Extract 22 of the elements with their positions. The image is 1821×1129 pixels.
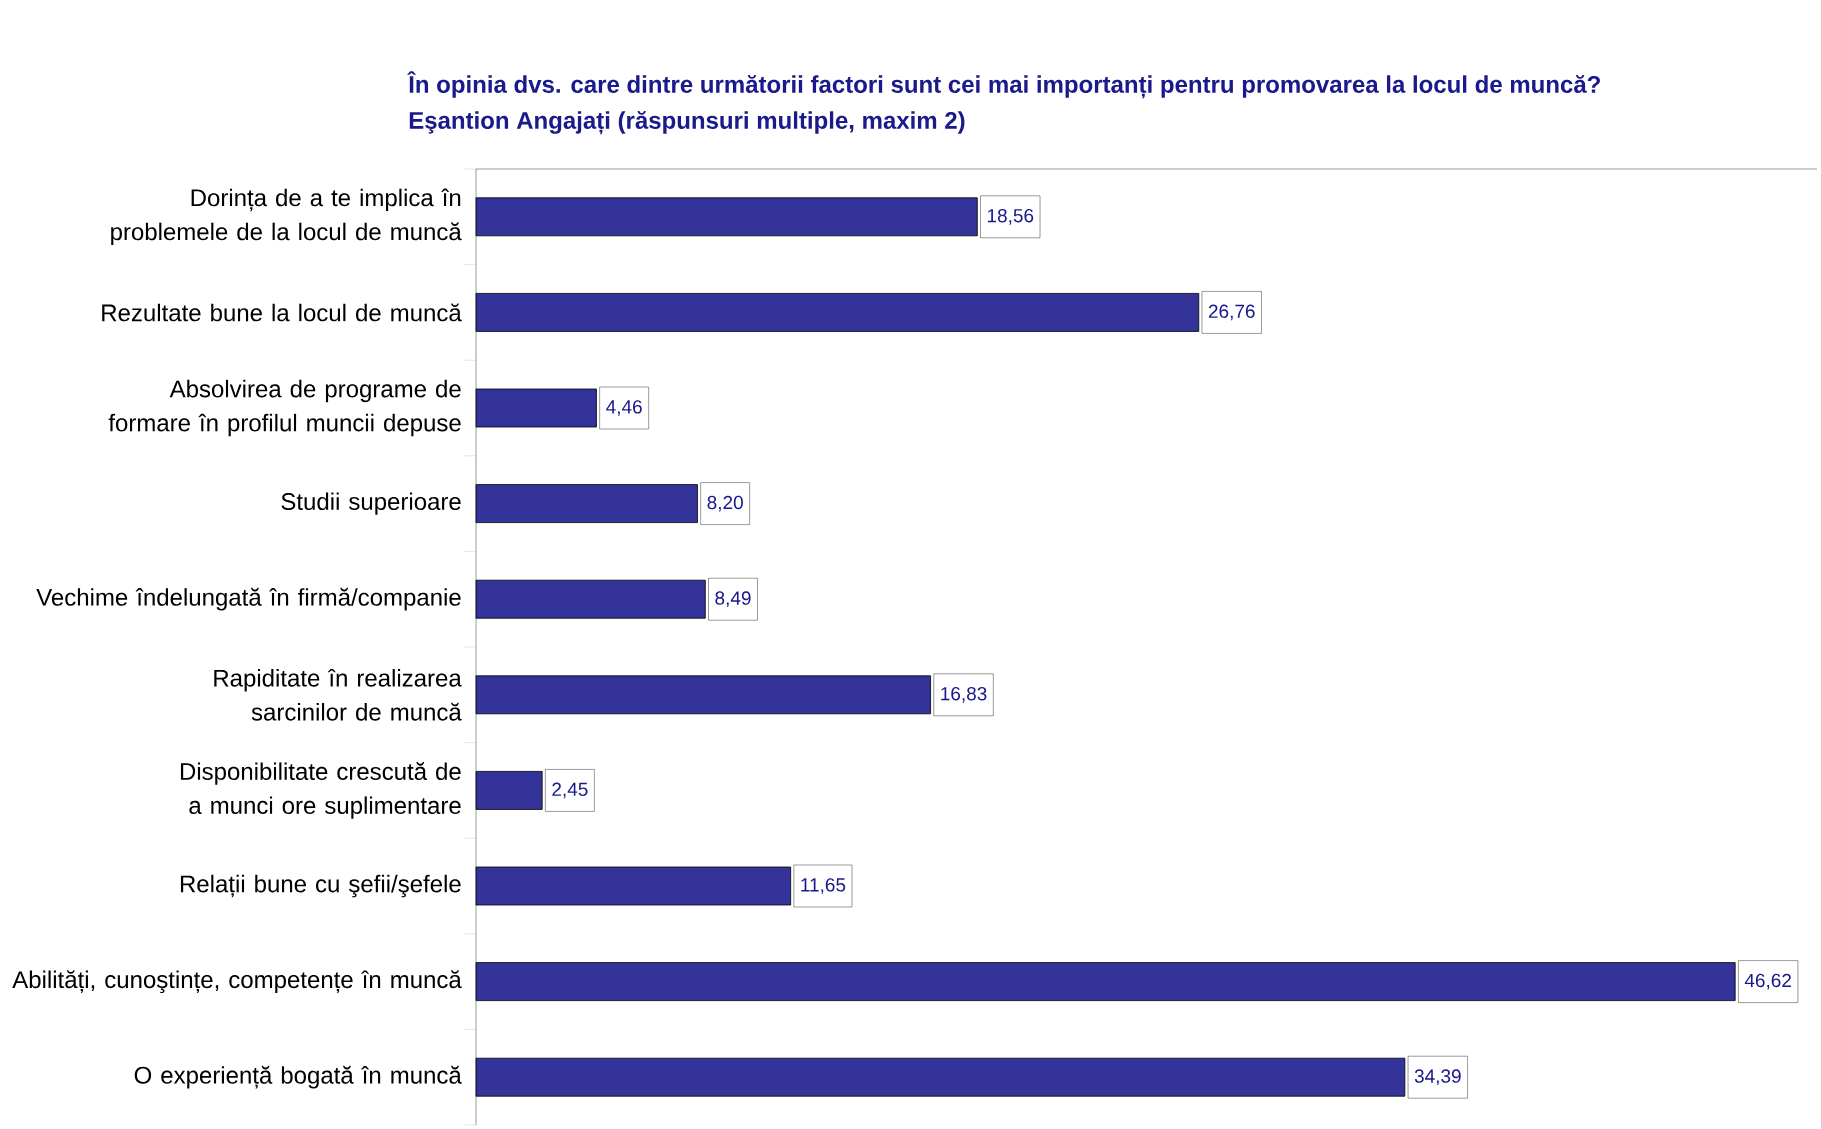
y-tick-label: Rezultate bune la locul de muncă <box>102 303 462 322</box>
data-label: 26,76 <box>1208 304 1255 321</box>
data-label: 2,45 <box>552 782 588 799</box>
data-label: 4,46 <box>606 400 642 416</box>
y-tick-label: Studii superioare <box>281 492 461 515</box>
y-tick-label: Rapiditate în realizarea sarcinilor de muncă <box>214 668 462 721</box>
y-tick-label: Vechime îndelungată în firmă/companie <box>36 587 461 611</box>
data-label: 34,39 <box>1414 1069 1461 1086</box>
y-tick-label: Relații bune cu şefii/şefele <box>180 874 461 898</box>
chart-subtitle: Eşantion Angajați (răspunsuri multiple, maxim 2) <box>409 111 965 135</box>
y-tick-label: Absolvirea de programe de formare în profilul muncii depuse <box>108 379 461 437</box>
data-label: 18,56 <box>987 208 1034 225</box>
chart-title: În opinia dvs. care dintre următorii factori sunt cei mai importanți pentru promovarea la locul de muncă? <box>407 71 1600 99</box>
y-tick-label: Dorința de a te implica în problemele de la locul de muncă <box>111 188 462 246</box>
y-tick-label: Disponibilitate crescută de a munci ore suplimentare <box>180 762 461 819</box>
data-label: 8,49 <box>715 591 751 608</box>
y-tick-label: Abilități, cunoştințe, competențe în muncă <box>12 970 462 994</box>
y-tick-label: O experiență bogată în muncă <box>134 1065 462 1089</box>
data-label: 46,62 <box>1744 973 1791 990</box>
data-label: 8,20 <box>707 495 743 512</box>
data-label: 16,83 <box>941 686 987 703</box>
data-label: 11,65 <box>801 878 846 894</box>
